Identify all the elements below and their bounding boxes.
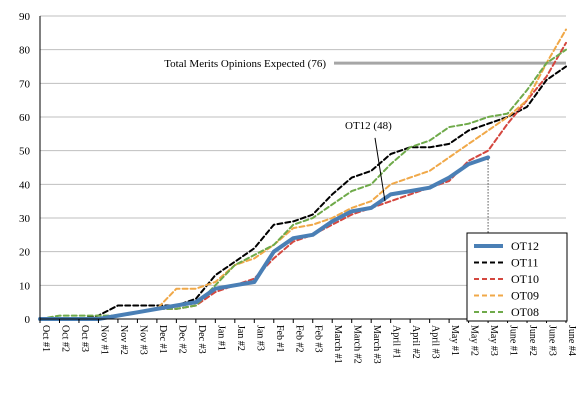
y-tick-label-10: 10 xyxy=(19,280,31,292)
legend-label-ot08: OT08 xyxy=(511,305,539,319)
x-tick-label: Dec #1 xyxy=(157,325,168,354)
x-tick-label: Jan #3 xyxy=(254,325,265,351)
x-tick-label: Oct #2 xyxy=(59,325,70,352)
y-tick-label-90: 90 xyxy=(19,11,31,23)
y-tick-label-80: 80 xyxy=(19,45,31,57)
y-tick-label-20: 20 xyxy=(19,247,31,259)
x-tick-label: June #2 xyxy=(527,325,538,356)
x-tick-label: June #1 xyxy=(508,325,519,356)
x-tick-label: June #3 xyxy=(547,325,558,356)
x-tick-label: April #3 xyxy=(430,325,441,359)
x-tick-label: Dec #3 xyxy=(196,325,207,354)
x-axis-ticks: Oct #1 Oct #2 Oct #3 Nov #1 Nov #2 Nov #3 Dec … xyxy=(40,319,577,364)
legend-label-ot11: OT11 xyxy=(511,256,539,270)
y-tick-label-0: 0 xyxy=(25,314,31,326)
y-tick-label-60: 60 xyxy=(19,112,31,124)
x-tick-label: Jan #2 xyxy=(235,325,246,351)
y-tick-label-50: 50 xyxy=(19,146,31,158)
x-tick-label: Feb #1 xyxy=(274,325,285,353)
legend: OT12 OT11 OT10 OT09 OT08 xyxy=(467,233,567,321)
x-tick-label: May #2 xyxy=(469,325,480,356)
legend-label-ot09: OT09 xyxy=(511,289,539,303)
y-tick-label-30: 30 xyxy=(19,213,31,225)
x-tick-label: Dec #2 xyxy=(176,325,187,354)
x-tick-label: May #3 xyxy=(488,325,499,356)
reference-line-label: Total Merits Opinions Expected (76) xyxy=(164,58,326,70)
x-tick-label: March #3 xyxy=(371,325,382,364)
x-tick-label: Feb #3 xyxy=(313,325,324,353)
x-tick-label: April #2 xyxy=(410,325,421,359)
x-tick-label: Nov #1 xyxy=(98,325,109,355)
x-tick-label: April #1 xyxy=(391,325,402,359)
annotation-pointer xyxy=(375,138,385,201)
x-tick-label: Nov #3 xyxy=(137,325,148,355)
x-tick-label: May #1 xyxy=(449,325,460,356)
x-tick-label: June #4 xyxy=(566,325,577,356)
x-tick-label: Feb #2 xyxy=(293,325,304,353)
x-tick-label: Oct #1 xyxy=(40,325,51,352)
x-tick-label: Nov #2 xyxy=(118,325,129,355)
reference-line-group: Total Merits Opinions Expected (76) xyxy=(164,58,566,70)
y-tick-label-70: 70 xyxy=(19,78,31,90)
x-tick-label: Jan #1 xyxy=(215,325,226,351)
annotation-label: OT12 (48) xyxy=(345,120,392,132)
legend-label-ot10: OT10 xyxy=(511,272,539,286)
x-tick-label: March #1 xyxy=(332,325,343,364)
series-line-ot12 xyxy=(40,157,488,319)
x-tick-label: March #2 xyxy=(352,325,363,364)
x-tick-label: Oct #3 xyxy=(79,325,90,352)
legend-label-ot12: OT12 xyxy=(511,239,539,253)
y-tick-label-40: 40 xyxy=(19,179,31,191)
y-axis-ticks: 0 10 20 30 40 50 60 70 80 90 xyxy=(19,11,31,326)
